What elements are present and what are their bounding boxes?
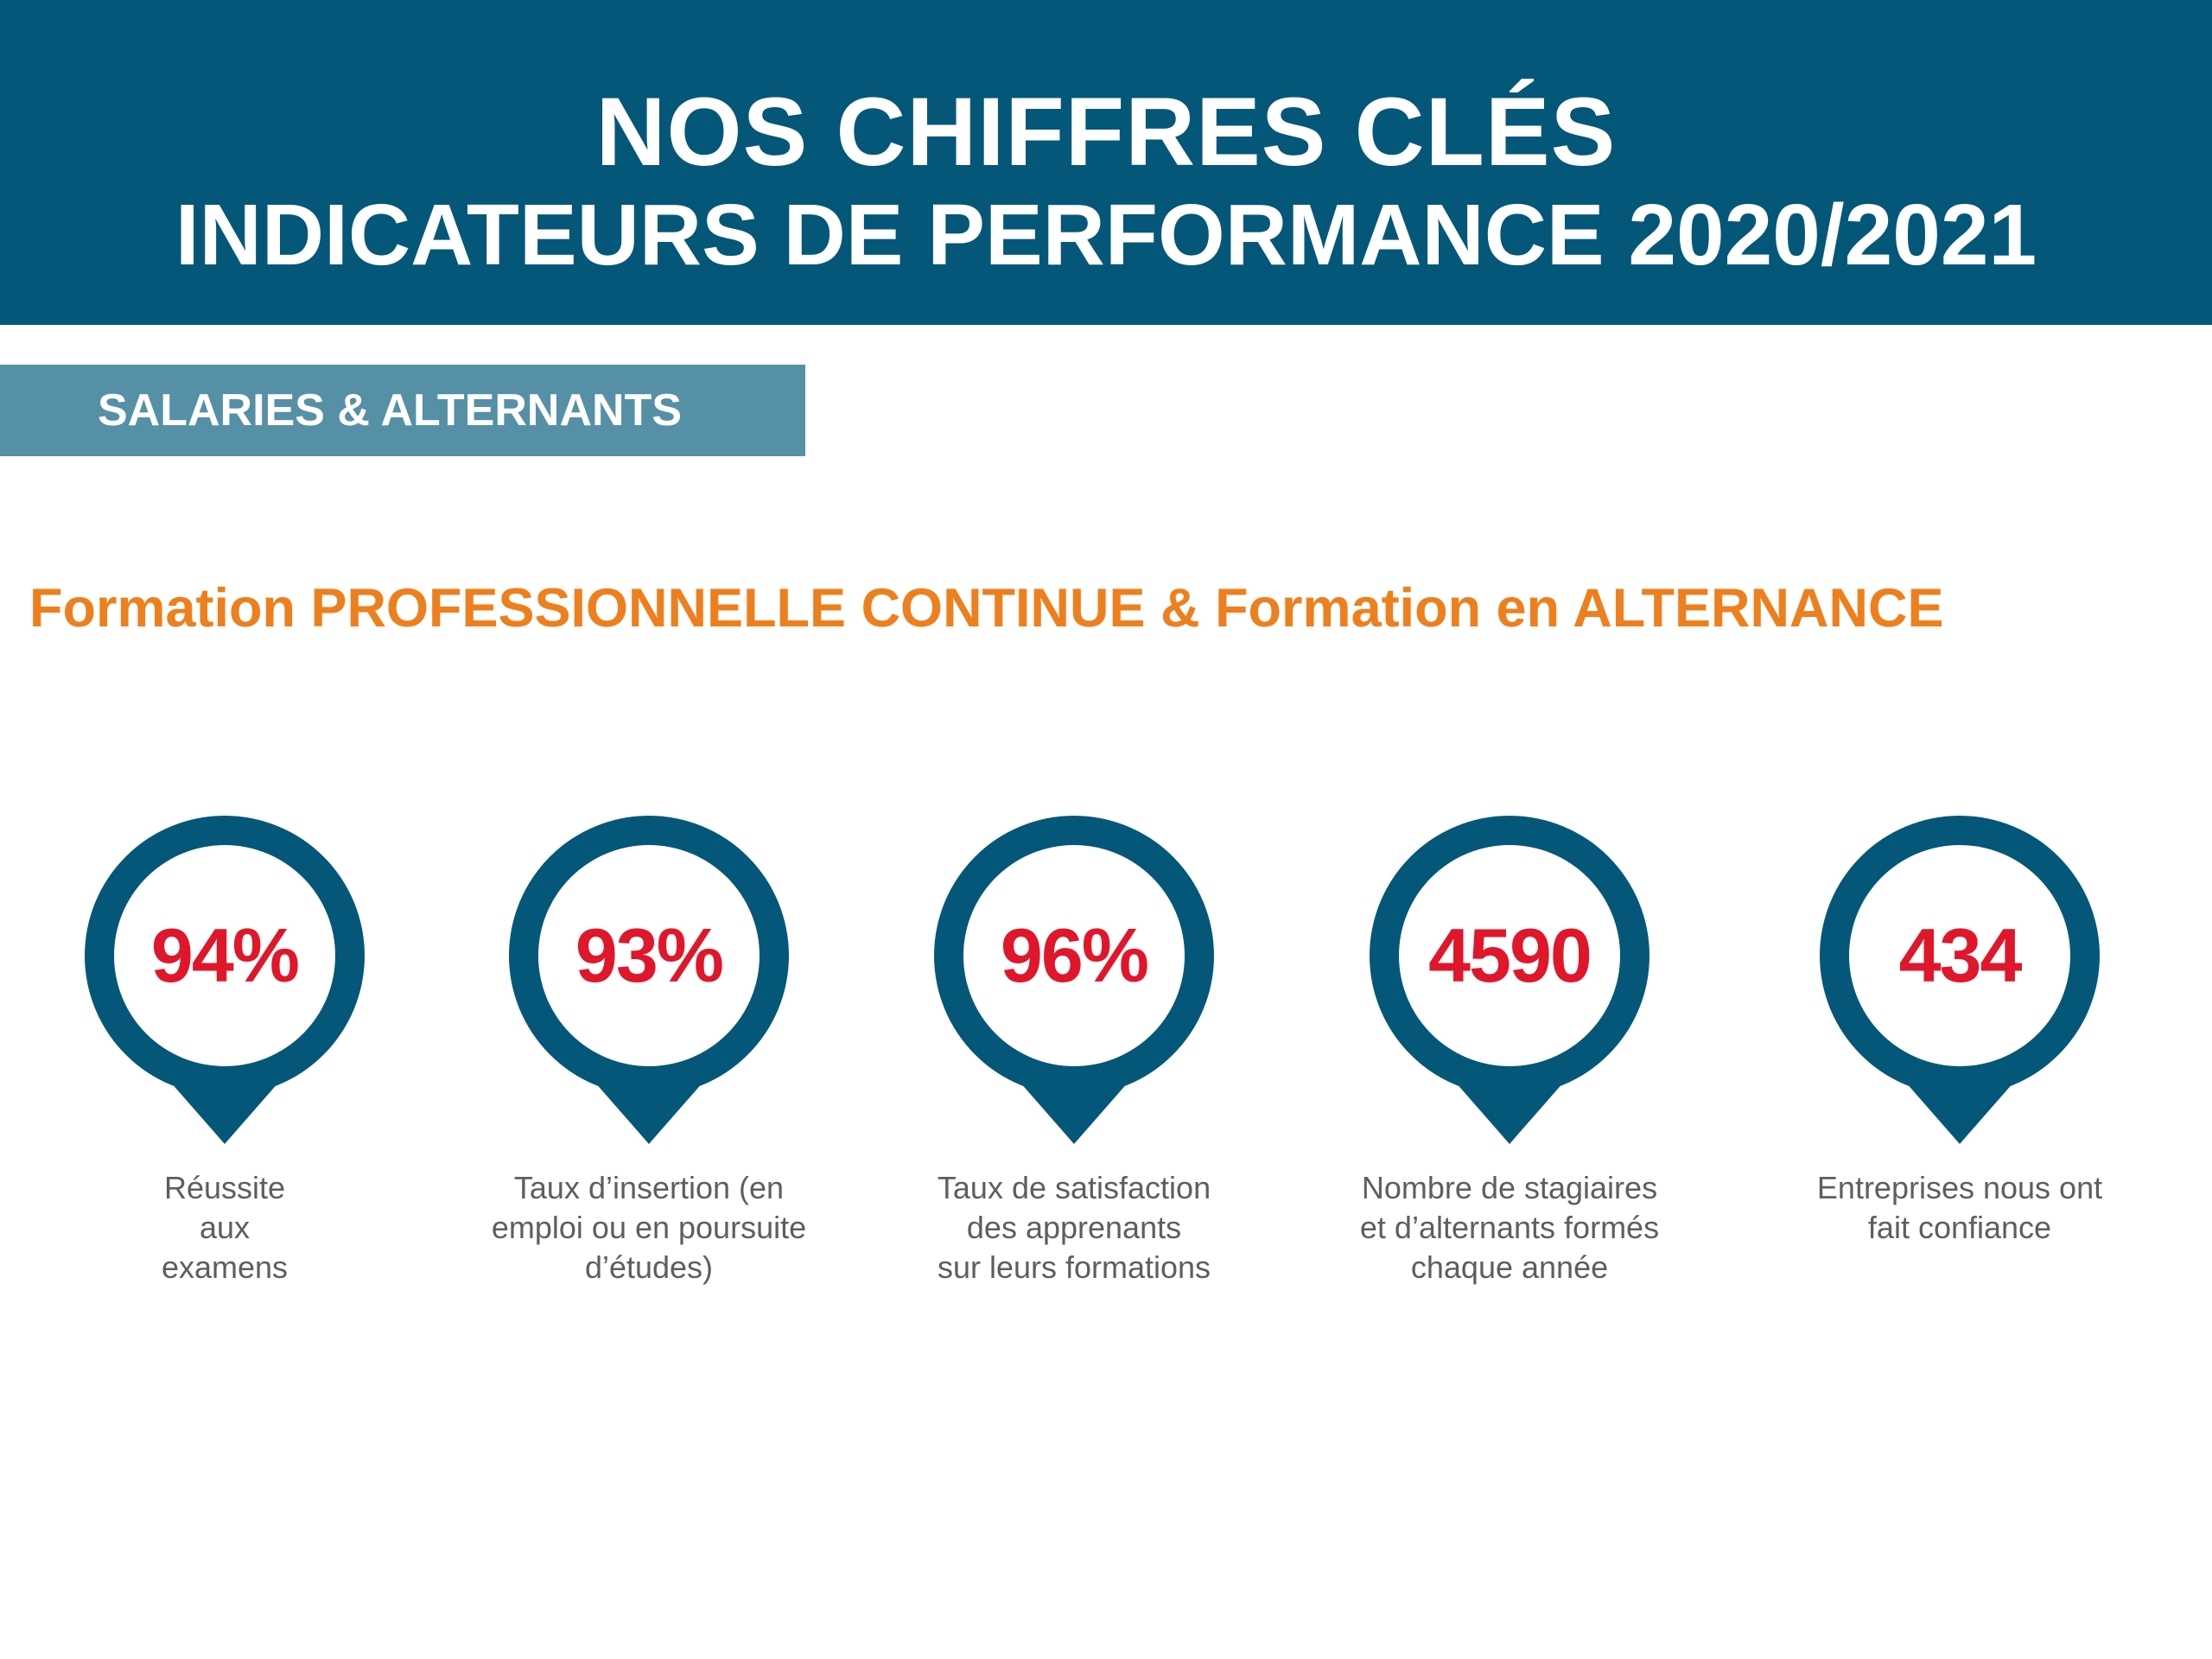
section-tag-label: SALARIES & ALTERNANTS [98,385,682,435]
page-title: NOS CHIFFRES CLÉS [595,78,1617,186]
kpi-value: 93% [575,912,724,998]
page-subtitle: INDICATEURS DE PERFORMANCE 2020/2021 [175,187,2037,283]
kpi-label: Entreprises nous ont fait confiance [1816,1170,2103,1245]
kpi-label: Taux de satisfaction des apprenants sur … [937,1170,1211,1285]
kpi-label: Réussite aux examens [161,1170,289,1285]
map-pin-icon [85,816,365,1144]
kpi-card-satisfaction: 96% Taux de satisfaction des apprenants … [884,816,1264,1351]
kpi-card-insertion: 93% Taux d’insertion (en emploi ou en po… [459,816,839,1351]
kpi-card-companies: 434 Entreprises nous ont fait confiance [1770,816,2150,1351]
kpi-value: 94% [150,912,300,998]
kpi-card-trainees: 4590 Nombre de stagiaires et d’alternant… [1319,816,1700,1351]
map-pin-icon [509,816,789,1144]
map-pin-icon [934,816,1214,1144]
header-banner: NOS CHIFFRES CLÉS INDICATEURS DE PERFORM… [0,0,2212,325]
section-heading: Formation PROFESSIONNELLE CONTINUE & For… [29,578,1944,639]
kpi-label: Taux d’insertion (en emploi ou en poursu… [491,1170,807,1285]
kpi-value: 4590 [1428,912,1592,998]
kpi-card-success: 94% Réussite aux examens [35,816,415,1351]
map-pin-icon [1820,816,2100,1144]
kpi-value: 96% [1000,912,1149,998]
section-tag: SALARIES & ALTERNANTS [0,365,805,456]
kpi-value: 434 [1898,912,2023,998]
kpi-label: Nombre de stagiaires et d’alternants for… [1359,1170,1660,1285]
map-pin-icon [1370,816,1649,1144]
